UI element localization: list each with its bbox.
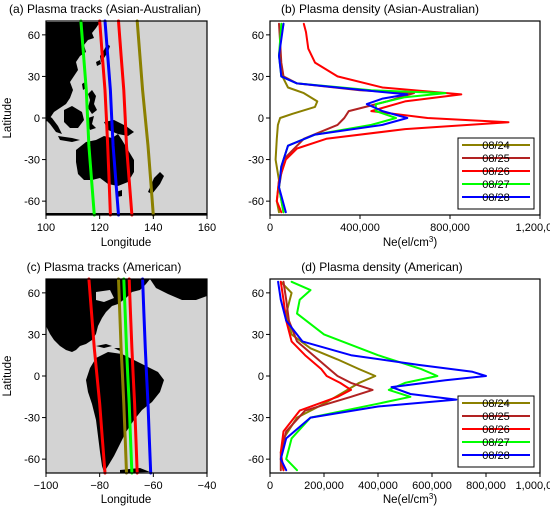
- track-line: [141, 277, 153, 475]
- series-line: [285, 280, 439, 472]
- y-tick-label: 60: [28, 30, 40, 42]
- y-tick-label: 0: [34, 371, 40, 383]
- x-tick-label: 800,000: [430, 222, 470, 234]
- y-tick-label: -30: [24, 413, 40, 425]
- chart-title: (c) Plasma tracks (American): [27, 260, 182, 274]
- track-line: [122, 277, 134, 475]
- track-line: [117, 19, 134, 217]
- x-axis-label: Longitude: [101, 494, 152, 506]
- x-axis-label: Ne(el/cm3): [383, 492, 437, 506]
- y-tick-label: 60: [28, 288, 40, 300]
- x-tick-label: 100: [37, 222, 55, 234]
- x-axis-label-text: Ne(el/cm: [383, 494, 429, 506]
- y-tick-label: -30: [24, 155, 40, 167]
- series-line: [275, 22, 510, 214]
- series-line: [278, 22, 409, 214]
- y-tick-label: 60: [252, 288, 264, 300]
- track-line: [117, 277, 128, 475]
- y-tick-label: -30: [248, 155, 264, 167]
- x-axis-label: Ne(el/cm3): [383, 235, 437, 249]
- x-tick-label: 200,000: [304, 480, 344, 492]
- x-tick-label: 120: [90, 222, 108, 234]
- x-tick-label: −80: [90, 480, 109, 492]
- track-line: [127, 277, 139, 475]
- legend-label: 08/24: [482, 140, 510, 152]
- x-tick-label: 140: [144, 222, 162, 234]
- chart-title: (a) Plasma tracks (Asian-Australian): [9, 2, 201, 16]
- y-tick-label: 0: [258, 113, 264, 125]
- x-tick-label: −100: [34, 480, 59, 492]
- y-tick-label: -30: [248, 413, 264, 425]
- x-tick-label: 400,000: [358, 480, 398, 492]
- legend-label: 08/28: [482, 450, 510, 462]
- x-tick-label: −40: [198, 480, 217, 492]
- legend-label: 08/28: [482, 192, 510, 204]
- track-line: [98, 19, 112, 217]
- y-tick-label: 0: [34, 113, 40, 125]
- panel-c: (c) Plasma tracks (American) −100 −80 −60−…: [2, 260, 216, 506]
- y-tick-label: 60: [252, 30, 264, 42]
- x-tick-label: 800,000: [466, 480, 506, 492]
- panel-b: (b) Plasma density (Asian-Australian) 0 4…: [248, 2, 550, 249]
- series-lines: [274, 22, 510, 214]
- legend-label: 08/26: [482, 166, 510, 178]
- axes: 100 120 140 160 60 30 0 -30 -60: [24, 30, 216, 234]
- x-tick-label: 400,000: [340, 222, 380, 234]
- track-line: [87, 277, 107, 475]
- track-lines: [87, 277, 153, 475]
- series-line: [277, 280, 487, 472]
- x-tick-label: −60: [144, 480, 163, 492]
- x-tick-label: 1,200,000: [516, 222, 550, 234]
- x-axis-label-superscript: 3: [429, 492, 434, 501]
- legend-label: 08/25: [482, 411, 510, 423]
- legend-label: 08/24: [482, 398, 510, 410]
- y-tick-label: 30: [252, 71, 264, 83]
- x-axis-label-close: ): [433, 237, 437, 249]
- track-line: [103, 19, 120, 217]
- y-tick-label: 30: [28, 71, 40, 83]
- legend-label: 08/27: [482, 179, 510, 191]
- panel-d: (d) Plasma density (American) 0 200,000 40…: [248, 260, 550, 506]
- series-lines: [277, 280, 487, 472]
- series-line: [279, 280, 374, 472]
- x-axis-label: Longitude: [101, 237, 152, 249]
- x-tick-label: 160: [198, 222, 216, 234]
- y-tick-label: 0: [258, 371, 264, 383]
- x-tick-label: 600,000: [412, 480, 452, 492]
- legend-label: 08/26: [482, 424, 510, 436]
- y-axis-label: Latitude: [2, 356, 14, 397]
- chart-title: (d) Plasma density (American): [301, 260, 462, 274]
- chart-title: (b) Plasma density (Asian-Australian): [281, 2, 479, 16]
- track-lines: [79, 19, 155, 217]
- track-line: [79, 19, 96, 217]
- x-axis-label-close: ): [433, 494, 437, 506]
- track-line: [135, 19, 155, 217]
- x-tick-label: 0: [267, 480, 273, 492]
- axes: −100 −80 −60 −40 60 30 0 -30 -60: [24, 288, 216, 492]
- y-tick-label: -60: [24, 454, 40, 466]
- y-axis-label: Latitude: [2, 98, 14, 139]
- y-tick-label: -60: [248, 196, 264, 208]
- y-tick-label: 30: [28, 329, 40, 341]
- x-axis-label-text: Ne(el/cm: [383, 237, 429, 249]
- y-tick-label: -60: [24, 196, 40, 208]
- x-tick-label: 0: [267, 222, 273, 234]
- y-tick-label: 30: [252, 329, 264, 341]
- panel-a: (a) Plasma tracks (Asian-Australian): [2, 2, 216, 249]
- axes: 0 200,000 400,000 600,000 800,000 1,000,000 60…: [248, 288, 550, 492]
- series-line: [279, 280, 352, 472]
- axes: 0 400,000 800,000 1,200,000 60 30 0 -30 -60: [248, 30, 550, 234]
- x-tick-label: 1,000,000: [516, 480, 550, 492]
- y-tick-label: -60: [248, 454, 264, 466]
- legend-label: 08/27: [482, 437, 510, 449]
- legend-label: 08/25: [482, 153, 510, 165]
- x-axis-label-superscript: 3: [429, 235, 434, 244]
